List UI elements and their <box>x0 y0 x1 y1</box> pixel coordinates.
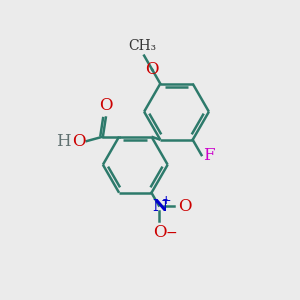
Text: O: O <box>153 224 166 242</box>
Text: O: O <box>99 97 112 114</box>
Text: F: F <box>203 147 214 164</box>
Text: N: N <box>152 198 167 214</box>
Text: CH₃: CH₃ <box>129 39 157 53</box>
Text: O: O <box>72 133 85 150</box>
Text: O: O <box>178 198 191 214</box>
Text: +: + <box>160 194 171 207</box>
Text: H: H <box>56 133 70 150</box>
Text: −: − <box>166 226 178 240</box>
Text: O: O <box>146 61 159 78</box>
